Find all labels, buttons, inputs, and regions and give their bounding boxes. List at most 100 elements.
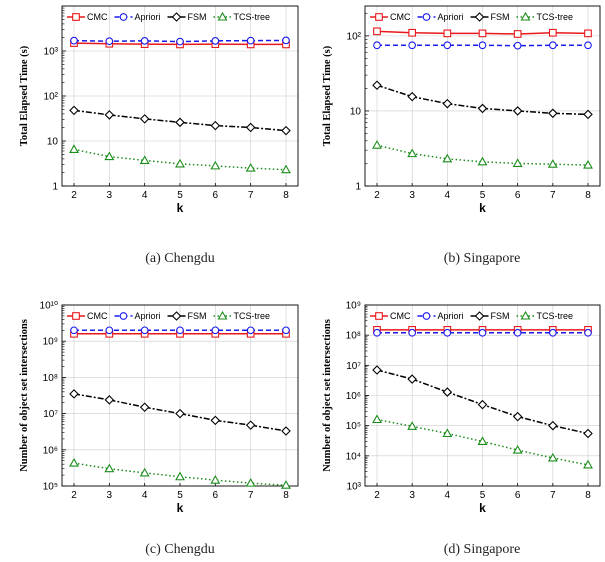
legend-label: Apriori <box>135 12 161 22</box>
y-axis-label: Total Elapsed Time (s) <box>19 45 30 146</box>
data-point <box>548 328 557 337</box>
legend-marker <box>171 12 182 22</box>
legend-marker <box>217 310 228 320</box>
subfigure-caption: (b) Singapore <box>444 251 521 266</box>
x-axis-label: k <box>177 201 184 215</box>
series-cmc <box>373 27 592 38</box>
data-point <box>69 144 79 153</box>
x-tick-label: 2 <box>71 190 77 201</box>
legend-label: CMC <box>87 12 108 22</box>
data-point <box>104 395 115 405</box>
data-point <box>408 41 417 50</box>
data-point <box>513 30 522 38</box>
legend: CMC Apriori FSM TCS-tree <box>67 11 270 22</box>
y-tick-label: 10 <box>47 137 59 148</box>
data-point <box>175 471 185 481</box>
data-point <box>477 399 488 410</box>
legend-marker <box>422 312 431 320</box>
data-point <box>105 37 114 46</box>
data-point <box>70 326 78 335</box>
x-axis-label: k <box>479 501 486 515</box>
data-point <box>408 28 417 37</box>
x-tick-label: 5 <box>480 490 486 501</box>
data-point <box>245 420 256 430</box>
data-point <box>583 459 593 469</box>
data-point <box>175 408 185 419</box>
data-point <box>372 140 382 149</box>
data-point <box>175 117 185 128</box>
y-tick-label: 10⁶ <box>346 391 361 402</box>
legend-label: Apriori <box>135 311 161 321</box>
series-tcs-tree <box>69 144 291 174</box>
data-point <box>69 457 79 467</box>
data-point <box>104 463 115 473</box>
data-point <box>408 328 417 337</box>
x-tick-label: 6 <box>515 490 521 501</box>
x-tick-label: 8 <box>585 490 591 501</box>
data-point <box>104 110 115 120</box>
data-point <box>512 158 523 167</box>
data-point <box>548 41 557 50</box>
data-point <box>584 328 592 337</box>
y-tick-label: 10⁵ <box>346 421 361 432</box>
legend: CMC Apriori FSM TCS-tree <box>370 310 573 321</box>
x-tick-label: 8 <box>283 490 289 501</box>
legend-marker <box>171 311 182 321</box>
y-tick-label: 10¹⁰ <box>40 301 58 312</box>
legend: CMC Apriori FSM TCS-tree <box>370 11 573 22</box>
data-point <box>176 326 184 335</box>
data-point <box>443 29 452 38</box>
subfigure-caption: (d) Singapore <box>444 542 521 557</box>
series-fsm <box>69 105 291 136</box>
x-tick-label: 8 <box>585 190 591 201</box>
data-point <box>176 37 184 46</box>
series-fsm <box>69 389 291 436</box>
data-point <box>69 389 79 399</box>
series-fsm <box>372 365 593 439</box>
data-point <box>372 414 382 424</box>
legend-label: Apriori <box>438 311 464 321</box>
x-tick-label: 4 <box>445 490 451 501</box>
legend-marker <box>119 13 128 21</box>
data-point <box>210 415 221 426</box>
x-axis-label: k <box>479 201 486 215</box>
y-tick-label: 10 <box>350 106 362 117</box>
series-apriori <box>70 326 290 335</box>
data-point <box>442 387 453 397</box>
subfigure-caption: (a) Chengdu <box>145 251 215 266</box>
data-point <box>104 151 115 161</box>
data-point <box>69 105 79 116</box>
y-tick-label: 10⁸ <box>43 373 58 384</box>
data-point <box>139 155 150 164</box>
y-tick-label: 10² <box>347 31 362 42</box>
legend-label: CMC <box>390 311 411 321</box>
data-point <box>282 326 290 335</box>
data-point <box>477 103 488 114</box>
data-point <box>246 36 255 45</box>
data-point <box>442 153 453 163</box>
legend-marker <box>375 13 383 21</box>
x-tick-label: 2 <box>71 490 77 501</box>
data-point <box>443 41 452 50</box>
legend-marker <box>217 11 228 21</box>
subfigure-caption: (c) Chengdu <box>145 542 215 557</box>
legend-marker <box>72 13 80 21</box>
legend-marker <box>375 312 383 320</box>
chart-panel-3: 10⁵ 10⁶ 10⁷ 10⁸ 10⁹ 10¹⁰ 2 3 4 5 6 7 8 k Number of obj… <box>19 301 299 557</box>
data-point <box>281 480 291 489</box>
data-point <box>477 436 488 445</box>
data-point <box>281 125 291 136</box>
series-apriori <box>373 41 592 50</box>
data-point <box>140 326 149 335</box>
data-point <box>478 328 487 337</box>
x-tick-label: 6 <box>213 190 219 201</box>
data-point <box>139 467 150 477</box>
data-point <box>175 158 185 168</box>
y-tick-label: 10⁷ <box>43 409 58 420</box>
data-point <box>478 41 487 50</box>
legend-label: CMC <box>87 311 108 321</box>
x-tick-label: 2 <box>374 490 380 501</box>
legend-label: FSM <box>491 311 510 321</box>
data-point <box>547 159 558 168</box>
